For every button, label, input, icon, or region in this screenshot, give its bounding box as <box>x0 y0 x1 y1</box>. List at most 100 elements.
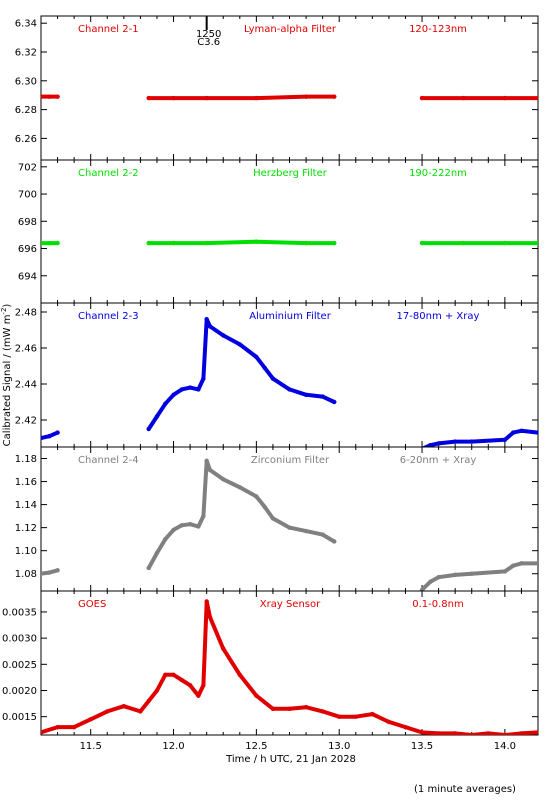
data-point <box>461 240 466 246</box>
data-point <box>163 672 168 677</box>
data-point <box>428 579 433 584</box>
data-point <box>187 385 193 390</box>
panel-5: 0.0015 0.0020 0.0025 0.0030 0.0035 GOES Xray S… <box>2 590 539 736</box>
data-point <box>353 714 358 719</box>
data-point <box>154 688 160 693</box>
wavelength-label: 6-20nm + Xray <box>400 455 477 466</box>
data-point <box>237 672 242 677</box>
data-point <box>154 414 160 419</box>
data-point <box>204 458 209 464</box>
data-point <box>535 561 538 566</box>
series-line <box>146 317 337 431</box>
data-point <box>270 706 276 712</box>
y-tick-label: 694 <box>18 271 37 282</box>
data-point <box>55 240 60 246</box>
data-point <box>154 550 160 556</box>
data-point <box>519 561 524 566</box>
data-point <box>436 441 441 446</box>
y-tick-label: 698 <box>18 217 37 228</box>
data-point <box>270 516 276 521</box>
panel-1: 6.26 6.28 6.30 6.32 6.34 Channel 2-1 Lyman-alp… <box>15 15 539 161</box>
x-tick-label: 14.0 <box>494 741 516 752</box>
data-point <box>287 525 292 530</box>
data-point <box>469 439 474 444</box>
data-point <box>519 731 524 735</box>
data-point <box>428 443 433 447</box>
data-point <box>452 439 458 444</box>
data-point <box>262 504 267 510</box>
y-tick-label: 1.18 <box>15 454 37 465</box>
panel-3: 2.42 2.44 2.46 2.48 Channel 2-3 Aluminium Fil… <box>15 302 539 448</box>
y-tick-label: 1.08 <box>15 569 37 580</box>
data-points <box>41 317 538 447</box>
y-tick-label: 2.48 <box>15 308 37 319</box>
flare-time-label: 1250 <box>196 29 221 40</box>
series-line <box>146 458 337 570</box>
y-tick-label: 2.42 <box>15 416 37 427</box>
data-point <box>419 95 425 101</box>
y-tick-label: 0.0020 <box>2 686 37 697</box>
data-point <box>121 704 127 709</box>
data-point <box>436 731 441 735</box>
data-point <box>41 571 44 576</box>
wavelength-label: 17-80nm + Xray <box>397 311 480 322</box>
data-point <box>221 646 226 651</box>
data-point <box>204 240 209 246</box>
data-point <box>47 240 52 246</box>
data-point <box>332 94 337 99</box>
data-point <box>163 401 168 406</box>
data-point <box>510 563 516 568</box>
panel-2: 694 696 698 700 702 Channel 2-2 Herzberg Filte… <box>18 159 539 304</box>
data-point <box>204 599 209 604</box>
y-tick-label: 1.14 <box>15 500 37 511</box>
data-point <box>207 467 213 473</box>
y-tick-label: 1.12 <box>15 523 37 534</box>
panel-frame <box>40 159 539 304</box>
data-point <box>254 494 259 499</box>
data-point <box>337 714 342 719</box>
x-tick-label: 12.0 <box>162 741 184 752</box>
data-point <box>510 430 516 435</box>
panel-4: 1.08 1.10 1.12 1.14 1.16 1.18 Channel 2-4 Zirco… <box>15 446 539 592</box>
data-point <box>204 95 209 101</box>
y-tick-label: 0.0025 <box>2 660 37 671</box>
data-point <box>332 240 337 246</box>
data-point <box>55 724 60 730</box>
data-point <box>201 376 206 381</box>
filter-label: Aluminium Filter <box>249 311 332 322</box>
channel-label: Channel 2-4 <box>78 455 139 466</box>
y-tick-label: 702 <box>18 162 37 173</box>
data-point <box>535 430 538 435</box>
channel-label: GOES <box>78 599 106 610</box>
data-point <box>436 574 441 580</box>
y-tick-label: 0.0015 <box>2 712 37 723</box>
data-point <box>469 571 474 576</box>
panel-frame <box>40 590 539 736</box>
data-point <box>55 94 60 99</box>
data-point <box>146 95 151 101</box>
data-point <box>171 527 176 533</box>
flare-class-label: C3.6 <box>197 37 220 48</box>
y-tick-label: 6.30 <box>15 76 37 87</box>
data-point <box>163 536 168 542</box>
data-point <box>237 485 242 490</box>
data-point <box>88 717 93 722</box>
data-point <box>332 539 337 544</box>
data-point <box>179 387 185 392</box>
data-point <box>320 394 325 399</box>
filter-label: Lyman-alpha Filter <box>244 24 337 35</box>
data-point <box>146 426 151 432</box>
data-point <box>254 95 259 101</box>
data-point <box>187 521 193 527</box>
data-point <box>201 683 206 688</box>
data-point <box>386 719 392 725</box>
data-point <box>303 392 309 397</box>
data-points <box>41 94 538 101</box>
y-tick-label: 6.26 <box>15 134 37 145</box>
data-point <box>469 732 474 735</box>
filter-label: Zirconium Filter <box>251 455 330 466</box>
data-point <box>303 94 309 99</box>
data-point <box>320 709 325 714</box>
y-tick-label: 1.10 <box>15 546 37 557</box>
